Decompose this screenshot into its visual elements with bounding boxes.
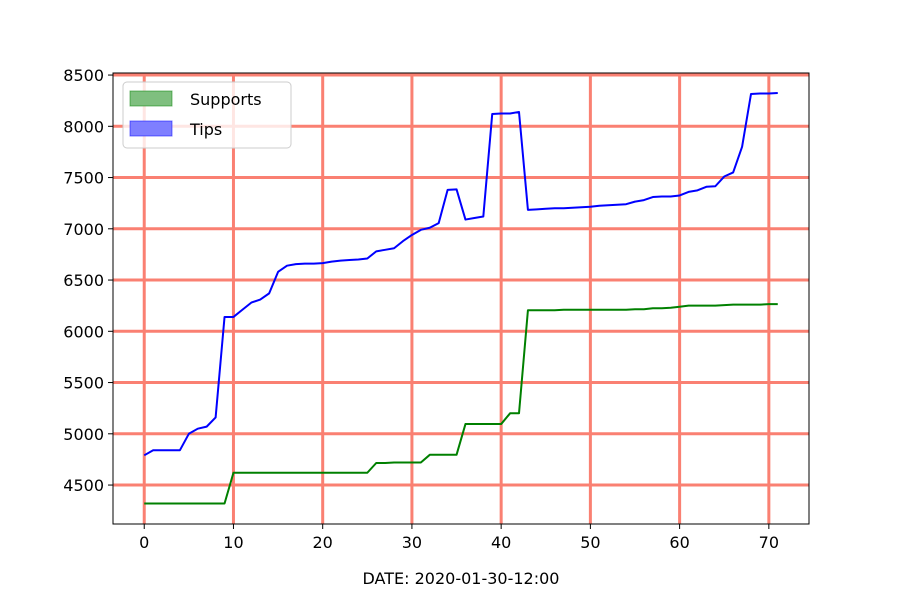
x-tick-label: 0 — [139, 533, 149, 552]
y-tick-label: 8500 — [63, 66, 104, 85]
y-tick-label: 7500 — [63, 169, 104, 188]
x-tick-label: 40 — [491, 533, 511, 552]
x-tick-label: 30 — [402, 533, 422, 552]
y-tick-label: 8000 — [63, 117, 104, 136]
x-tick-label: 10 — [223, 533, 243, 552]
series-lines — [143, 91, 778, 505]
series-line-supports — [144, 303, 778, 505]
y-tick-label: 4500 — [63, 476, 104, 495]
legend-label-tips: Tips — [189, 120, 222, 139]
y-tick-label: 7000 — [63, 220, 104, 239]
legend-swatch-tips — [129, 120, 173, 137]
x-axis-title: DATE: 2020-01-30-12:00 — [363, 569, 560, 588]
legend-label-supports: Supports — [190, 90, 262, 109]
y-tick-label: 6500 — [63, 271, 104, 290]
x-tick-label: 60 — [669, 533, 689, 552]
y-tick-label: 5000 — [63, 425, 104, 444]
grid-lines — [113, 73, 809, 524]
plot-frame — [112, 72, 810, 525]
x-tick-label: 50 — [580, 533, 600, 552]
series-line-tips — [143, 91, 778, 457]
y-tick-label: 6000 — [63, 322, 104, 341]
legend-swatch-supports — [129, 90, 173, 107]
y-tick-label: 5500 — [63, 374, 104, 393]
axis-ticks: 0 10 20 30 40 50 60 70 4500 5000 5500 6000 6500 7000 7… — [63, 66, 779, 552]
x-tick-label: 20 — [313, 533, 333, 552]
legend: Supports Tips — [122, 81, 292, 149]
x-tick-label: 70 — [759, 533, 779, 552]
